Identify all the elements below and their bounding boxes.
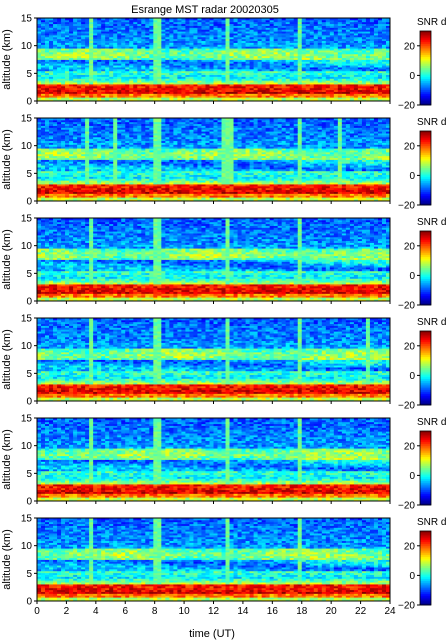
y-axis-label: altitude (km): [1, 29, 13, 90]
y-tick-label: 10: [21, 41, 33, 52]
heatmap-cells: [37, 18, 390, 101]
chart-title: Esrange MST radar 20020305: [131, 4, 279, 16]
colorbar-tick-label: −20: [398, 101, 415, 112]
heatmap-cells: [37, 118, 390, 201]
y-tick-label: 0: [26, 97, 32, 108]
colorbar-label: SNR dB: [417, 17, 447, 28]
colorbar-tick-label: 0: [409, 71, 415, 82]
colorbar-tick-label: 20: [404, 41, 416, 52]
panel-1: 0 5 10 15 altitude (km) SNR dB 20 0 −20: [1, 14, 447, 112]
colorbar: SNR dB 20 0 −20: [398, 17, 447, 112]
y-tick-label: 5: [26, 69, 32, 80]
y-tick-label: 15: [21, 14, 33, 25]
